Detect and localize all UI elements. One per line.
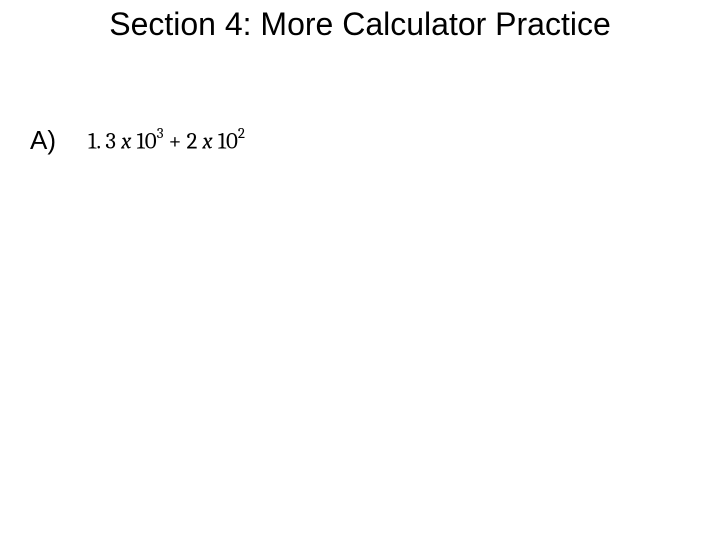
base-2: 10 xyxy=(218,128,238,155)
problem-label: A) xyxy=(30,125,56,156)
problem-expression: 1. 3 x 103 + 2 x 102 xyxy=(88,126,245,155)
coefficient-1: 1. 3 xyxy=(88,128,116,155)
page-title: Section 4: More Calculator Practice xyxy=(0,6,720,43)
operator: + xyxy=(169,128,182,155)
problem-a: A) 1. 3 x 103 + 2 x 102 xyxy=(30,125,245,156)
variable-x-1: x xyxy=(121,128,131,155)
exponent-2: 2 xyxy=(238,124,245,142)
base-1: 10 xyxy=(136,128,156,155)
exponent-1: 3 xyxy=(157,124,164,142)
variable-x-2: x xyxy=(202,128,212,155)
coefficient-2: 2 xyxy=(186,128,197,155)
